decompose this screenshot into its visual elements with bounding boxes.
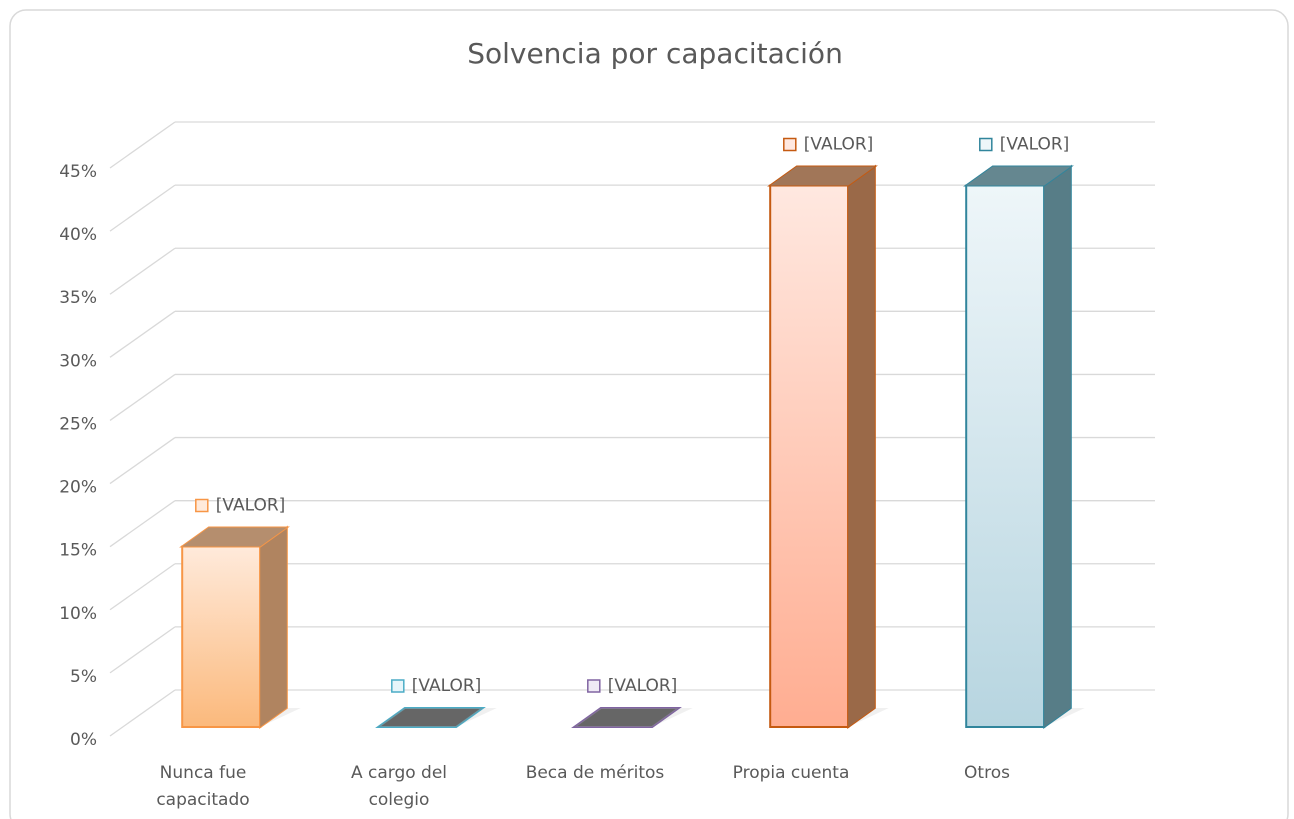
bar-side-shade bbox=[848, 166, 875, 728]
label-marker bbox=[979, 137, 993, 152]
label-marker bbox=[783, 137, 797, 152]
y-tick-label: 30% bbox=[59, 351, 97, 371]
y-tick-label: 25% bbox=[59, 414, 97, 434]
chart-title: Solvencia por capacitación bbox=[467, 37, 843, 70]
bar-side-shade bbox=[1044, 166, 1071, 728]
bar-front bbox=[181, 545, 262, 728]
grid-line bbox=[109, 247, 176, 295]
y-tick-label: 45% bbox=[59, 162, 97, 182]
bar-top-shade bbox=[378, 708, 483, 727]
x-tick-label: Nunca fue capacitado bbox=[156, 763, 250, 810]
x-tick-label: A cargo del colegio bbox=[350, 763, 448, 810]
grid-line bbox=[109, 563, 176, 611]
grid-line bbox=[109, 310, 176, 358]
y-tick-label: 10% bbox=[59, 604, 97, 624]
label-marker bbox=[587, 679, 601, 693]
data-label: [VALOR] bbox=[608, 676, 678, 696]
bar-top-shade bbox=[574, 708, 679, 727]
x-tick-label: Otros bbox=[964, 763, 1010, 783]
bar-top-shade bbox=[770, 166, 875, 186]
label-marker bbox=[195, 498, 209, 513]
bar-top-shade bbox=[966, 166, 1071, 186]
bar bbox=[571, 707, 693, 728]
bar bbox=[179, 525, 301, 729]
x-tick-label: Beca de méritos bbox=[525, 763, 665, 783]
bar bbox=[963, 164, 1085, 729]
bar bbox=[767, 164, 889, 729]
bar-front bbox=[769, 184, 850, 728]
y-tick-label: 35% bbox=[59, 288, 97, 308]
data-label: [VALOR] bbox=[412, 676, 482, 696]
y-tick-label: 40% bbox=[59, 225, 97, 245]
grid-line bbox=[109, 373, 176, 421]
bar-top-shade bbox=[182, 527, 287, 547]
y-tick-label: 15% bbox=[59, 541, 97, 561]
grid-line bbox=[109, 626, 176, 674]
data-label: [VALOR] bbox=[216, 496, 285, 516]
bar-side-shade bbox=[260, 527, 287, 727]
grid-line bbox=[109, 437, 176, 485]
data-label: [VALOR] bbox=[804, 135, 874, 155]
grid-line bbox=[109, 184, 176, 232]
grid-line bbox=[109, 689, 176, 737]
grid-line bbox=[109, 500, 176, 548]
data-label: [VALOR] bbox=[1000, 135, 1070, 155]
bar bbox=[375, 707, 497, 728]
bar-front bbox=[965, 184, 1046, 728]
y-tick-label: 0% bbox=[70, 730, 97, 750]
y-tick-label: 20% bbox=[59, 478, 97, 498]
x-tick-label: Propia cuenta bbox=[732, 763, 850, 783]
label-marker bbox=[391, 679, 405, 693]
y-tick-label: 5% bbox=[70, 667, 97, 687]
grid-line bbox=[109, 121, 176, 169]
